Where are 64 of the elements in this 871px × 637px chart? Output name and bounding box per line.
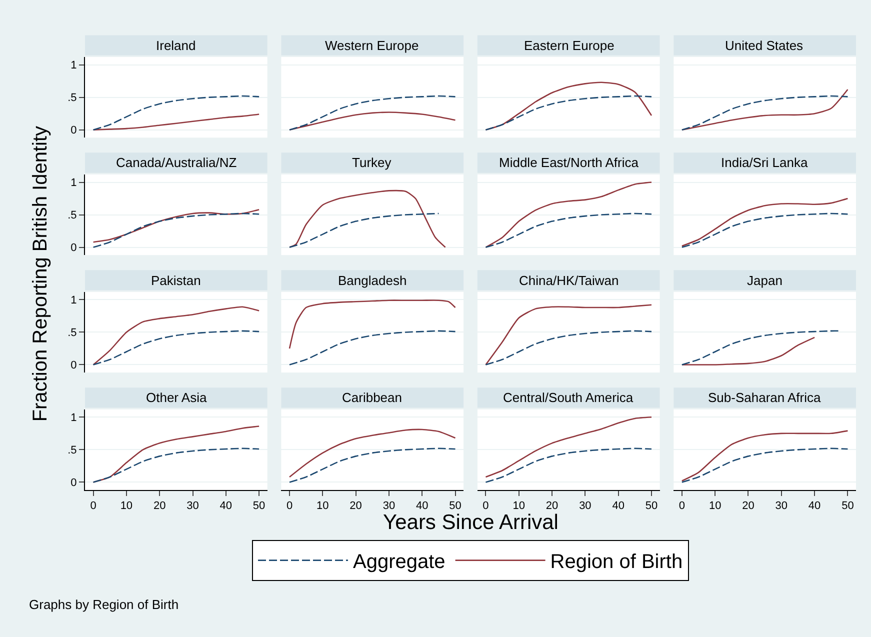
x-tick-label: 40 — [416, 500, 428, 512]
chart-title: Sub-Saharan Africa — [708, 390, 822, 405]
x-tick-label: 30 — [775, 500, 788, 512]
x-tick-label: 40 — [808, 500, 821, 512]
x-tick-label: 10 — [512, 500, 526, 512]
x-tick-label: 0 — [678, 500, 686, 512]
y-axis-title: Fraction Reporting British Identity — [30, 126, 52, 422]
y-tick-label: 1 — [70, 177, 77, 190]
chart-title: Central/South America — [503, 390, 634, 405]
x-tick-label: 40 — [220, 500, 232, 512]
line-series — [92, 114, 260, 130]
y-tick-label: .5 — [68, 210, 77, 222]
chart-title: Western Europe — [325, 38, 419, 53]
line-series — [92, 212, 260, 248]
x-tick-label: 30 — [186, 500, 199, 512]
x-tick-label: 50 — [449, 500, 462, 512]
chart-title: Middle East/North Africa — [499, 155, 640, 170]
chart-title: Ireland — [156, 38, 196, 53]
x-tick-label: 10 — [316, 500, 329, 512]
x-tick-label: 10 — [708, 500, 722, 512]
y-tick-label: .5 — [68, 92, 77, 104]
y-tick-label: .5 — [68, 327, 77, 340]
x-tick-label: 0 — [482, 500, 489, 512]
chart-title: India/Sri Lanka — [721, 155, 808, 170]
line-series — [92, 330, 260, 366]
x-tick-label: 50 — [252, 500, 266, 512]
x-tick-label: 50 — [645, 500, 658, 512]
y-tick-label: 0 — [70, 124, 77, 137]
x-tick-label: 20 — [350, 500, 362, 512]
y-tick-label: 1 — [70, 60, 77, 72]
x-tick-label: 50 — [842, 500, 854, 512]
chart-title: Turkey — [352, 155, 392, 170]
x-tick-label: 40 — [612, 500, 624, 512]
line-series — [92, 208, 260, 243]
line-series — [92, 448, 260, 483]
y-tick-label: 0 — [70, 360, 77, 372]
chart-title: Other Asia — [146, 390, 208, 405]
y-tick-label: .5 — [68, 444, 77, 457]
chart-title: China/HK/Taiwan — [519, 273, 619, 288]
x-tick-label: 10 — [120, 500, 133, 512]
text: Graphs by Region of Birth — [29, 597, 179, 612]
chart-title: Eastern Europe — [524, 38, 614, 53]
chart-title: Japan — [747, 273, 782, 288]
x-tick-label: 20 — [153, 500, 166, 512]
y-tick-label: 0 — [70, 477, 77, 490]
x-tick-label: 20 — [546, 500, 558, 512]
chart-title: Pakistan — [151, 273, 201, 288]
line-series — [92, 306, 260, 366]
legend-label: Region of Birth — [550, 551, 683, 574]
x-tick-label: 30 — [382, 500, 396, 512]
line-series — [92, 95, 260, 130]
y-tick-label: 1 — [70, 294, 77, 307]
chart-title: Canada/Australia/NZ — [116, 155, 237, 170]
chart-title: Bangladesh — [338, 273, 407, 288]
y-tick-label: 1 — [70, 412, 77, 424]
chart-title: Caribbean — [342, 390, 402, 405]
legend-label: Aggregate — [353, 551, 446, 574]
y-tick-label: 0 — [70, 242, 77, 254]
x-axis-title: Years Since Arrival — [383, 511, 558, 534]
x-tick-label: 30 — [579, 500, 592, 512]
x-tick-label: 0 — [90, 500, 96, 512]
x-tick-label: 0 — [286, 500, 293, 512]
chart-title: United States — [725, 38, 804, 53]
x-tick-label: 20 — [742, 500, 754, 512]
